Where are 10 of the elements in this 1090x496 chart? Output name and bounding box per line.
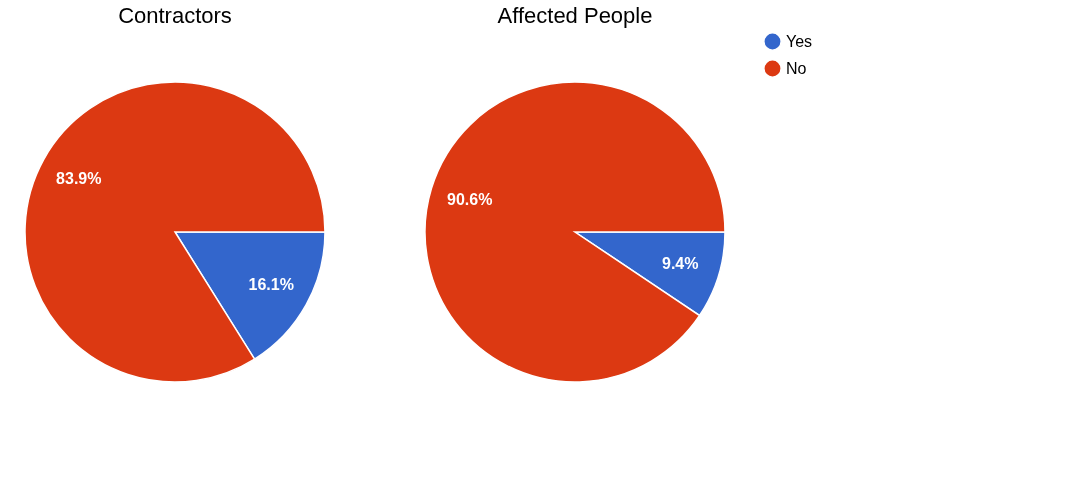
chart-title: Contractors [118, 3, 232, 28]
data-label: 9.4% [662, 255, 699, 273]
data-label: 16.1% [248, 276, 294, 294]
data-label: 90.6% [447, 190, 493, 208]
data-label: 83.9% [56, 169, 102, 187]
legend-label: Yes [786, 32, 813, 50]
pie-slice [24, 81, 326, 383]
pie-slice [424, 81, 726, 383]
legend-label: No [786, 59, 807, 77]
chart-title: Affected People [497, 3, 653, 28]
